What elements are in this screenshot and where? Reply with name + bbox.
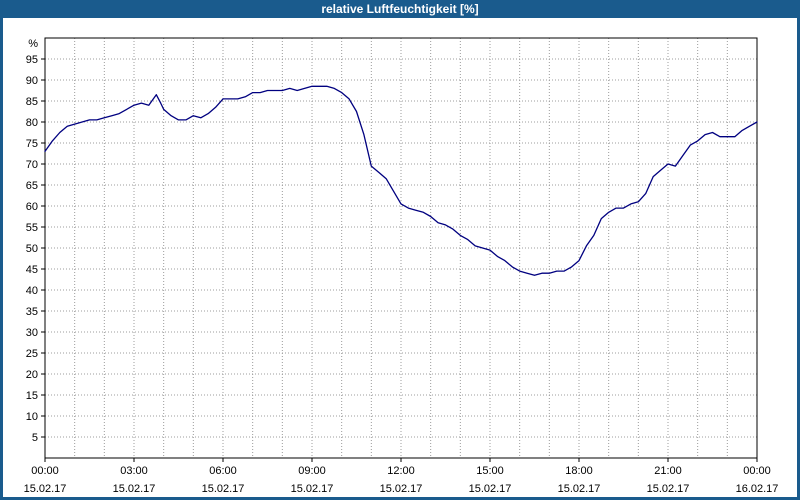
y-axis-unit-label: % <box>28 38 38 50</box>
x-tick-date-label: 15.02.17 <box>113 483 156 495</box>
humidity-chart: 5 10 15 20 25 30 35 40 45 50 55 60 65 70 75 80 85 90 95 00:… <box>24 37 779 495</box>
x-tick-date-label: 15.02.17 <box>469 483 512 495</box>
y-tick-label: 25 <box>26 348 38 360</box>
y-tick-label: 50 <box>26 243 38 255</box>
x-tick-date-label: 15.02.17 <box>24 483 67 495</box>
y-tick-label: 85 <box>26 96 38 108</box>
y-tick-label: 20 <box>26 369 38 381</box>
x-tick-time-label: 21:00 <box>654 465 682 477</box>
axis-ticks <box>41 58 758 462</box>
x-tick-date-label: 15.02.17 <box>202 483 245 495</box>
y-tick-label: 35 <box>26 306 38 318</box>
x-tick-time-label: 00:00 <box>743 465 771 477</box>
y-tick-label: 15 <box>26 390 38 402</box>
axis-labels: 5 10 15 20 25 30 35 40 45 50 55 60 65 70 75 80 85 90 95 00:… <box>24 54 779 495</box>
humidity-line <box>44 85 758 276</box>
y-tick-label: 10 <box>26 411 38 423</box>
x-tick-time-label: 12:00 <box>387 465 415 477</box>
x-tick-time-label: 00:00 <box>31 465 59 477</box>
x-tick-time-label: 03:00 <box>120 465 148 477</box>
y-tick-label: 90 <box>26 75 38 87</box>
x-tick-time-label: 18:00 <box>565 465 593 477</box>
chart-title: relative Luftfeuchtigkeit [%] <box>321 2 479 16</box>
x-tick-time-label: 09:00 <box>298 465 326 477</box>
x-tick-date-label: 15.02.17 <box>380 483 423 495</box>
x-tick-date-label: 15.02.17 <box>291 483 334 495</box>
x-tick-time-label: 06:00 <box>209 465 237 477</box>
y-tick-label: 5 <box>32 432 38 444</box>
y-tick-label: 80 <box>26 117 38 129</box>
y-tick-label: 30 <box>26 327 38 339</box>
y-tick-label: 55 <box>26 222 38 234</box>
y-tick-label: 65 <box>26 180 38 192</box>
x-tick-date-label: 15.02.17 <box>558 483 601 495</box>
y-tick-label: 45 <box>26 264 38 276</box>
y-tick-label: 75 <box>26 138 38 150</box>
y-tick-label: 60 <box>26 201 38 213</box>
y-tick-label: 40 <box>26 285 38 297</box>
title-bar: relative Luftfeuchtigkeit [%] <box>0 0 800 18</box>
x-tick-time-label: 15:00 <box>476 465 504 477</box>
y-tick-label: 70 <box>26 159 38 171</box>
gridlines <box>45 38 757 458</box>
x-tick-date-label: 16.02.17 <box>736 483 779 495</box>
y-tick-label: 95 <box>26 54 38 66</box>
x-tick-date-label: 15.02.17 <box>647 483 690 495</box>
chart-area: 5 10 15 20 25 30 35 40 45 50 55 60 65 70 75 80 85 90 95 00:… <box>3 18 797 497</box>
